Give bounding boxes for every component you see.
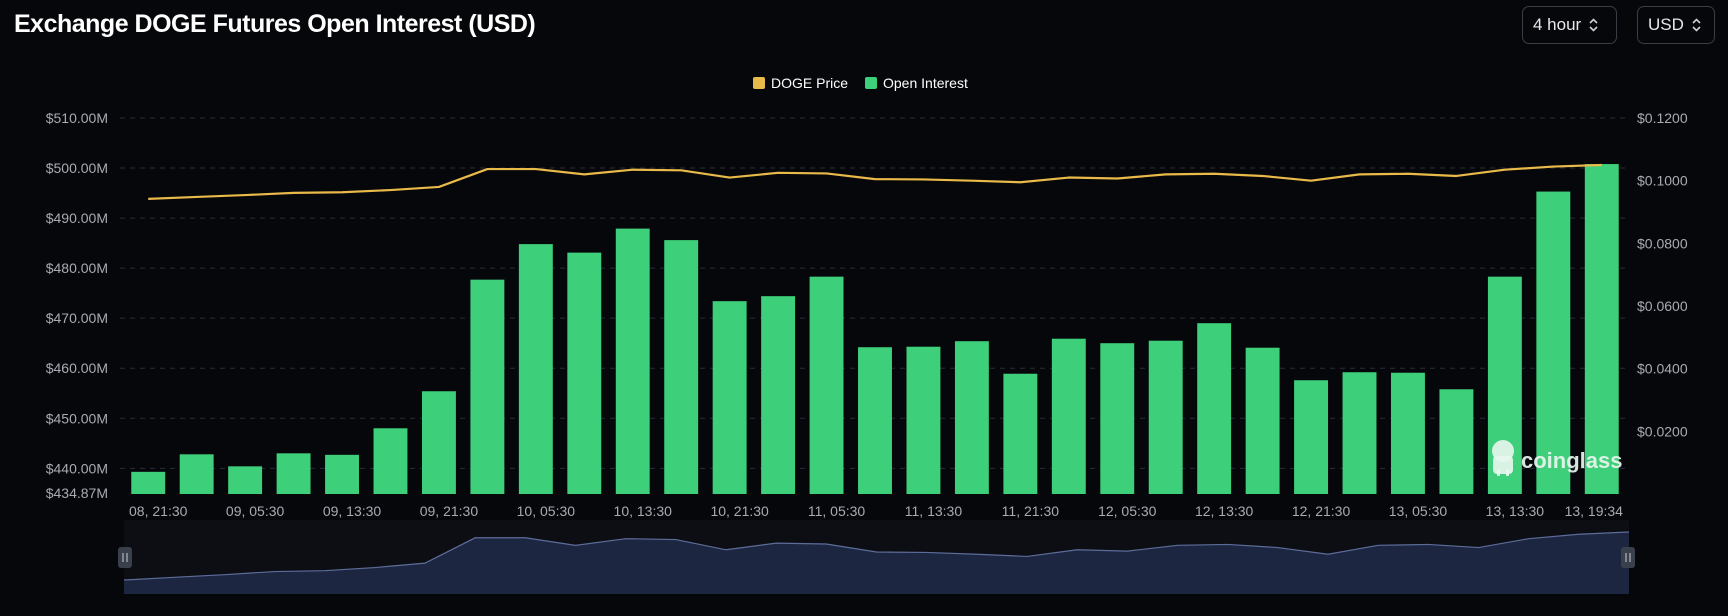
open-interest-bar[interactable] [1342,372,1377,494]
page-title: Exchange DOGE Futures Open Interest (USD… [14,10,536,38]
open-interest-bar[interactable] [567,252,602,494]
open-interest-bar[interactable] [1100,343,1135,494]
open-interest-bar[interactable] [761,296,796,494]
left-axis-tick-label: $460.00M [46,360,108,376]
open-interest-bar[interactable] [1197,323,1232,494]
open-interest-bar[interactable] [1439,389,1474,494]
open-interest-bar[interactable] [325,454,359,494]
legend-label-open-interest: Open Interest [883,75,968,91]
open-interest-bar[interactable] [712,301,747,494]
interval-select-value: 4 hour [1533,15,1582,34]
left-axis-tick-label: $480.00M [46,260,108,276]
open-interest-bar[interactable] [228,466,263,494]
open-interest-bar[interactable] [421,391,456,494]
open-interest-bar[interactable] [1536,191,1571,494]
open-interest-bars[interactable] [131,164,1619,495]
left-axis-tick-label: $450.00M [46,410,108,426]
coinglass-watermark: coinglass [1492,440,1622,476]
x-axis-tick-label: 10, 13:30 [614,503,673,519]
right-axis-tick-label: $0.0400 [1637,361,1688,377]
left-axis-tick-label: $470.00M [46,310,108,326]
open-interest-bar[interactable] [373,428,408,494]
left-axis-tick-label: $434.87M [46,485,108,501]
range-navigator[interactable] [118,520,1635,594]
x-axis-tick-label: 09, 13:30 [323,503,382,519]
open-interest-bar[interactable] [1148,340,1183,494]
navigator-series-area [124,532,1629,594]
open-interest-bar[interactable] [276,453,311,494]
open-interest-bar[interactable] [179,454,214,494]
x-axis: 08, 21:30 09, 05:30 09, 13:30 09, 21:30 10, … [129,503,1623,519]
open-interest-bar[interactable] [1245,347,1280,494]
left-y-axis: $434.87M $440.00M $450.00M $460.00M $470.00M… [46,110,108,501]
x-axis-tick-label: 11, 05:30 [808,503,866,519]
currency-select[interactable]: USD [1637,6,1715,44]
x-axis-tick-label: 09, 05:30 [226,503,285,519]
x-axis-tick-label: 12, 21:30 [1292,503,1351,519]
left-axis-tick-label: $510.00M [46,110,108,126]
x-axis-tick-label: 11, 21:30 [1002,503,1060,519]
open-interest-bar[interactable] [518,244,553,494]
legend-item-doge-price[interactable]: DOGE Price [753,75,848,91]
open-interest-bar[interactable] [858,347,892,494]
legend-swatch-open-interest [865,77,877,89]
open-interest-bar[interactable] [470,279,505,494]
currency-select-value: USD [1648,15,1684,34]
open-interest-bar[interactable] [131,471,166,494]
open-interest-bar[interactable] [615,228,650,494]
interval-select[interactable]: 4 hour [1522,6,1617,44]
x-axis-tick-label: 13, 13:30 [1486,503,1545,519]
right-axis-tick-label: $0.0800 [1637,235,1688,251]
open-interest-bar[interactable] [1003,373,1038,494]
price-line-layer [148,163,1602,200]
open-interest-bar[interactable] [1294,380,1329,494]
legend-swatch-price [753,77,765,89]
x-axis-tick-label: 13, 05:30 [1389,503,1448,519]
open-interest-bar[interactable] [664,240,699,494]
left-axis-tick-label: $500.00M [46,160,108,176]
watermark-text: coinglass [1521,448,1622,473]
x-axis-tick-label: 08, 21:30 [129,503,188,519]
open-interest-bar[interactable] [906,346,941,494]
left-axis-tick-label: $440.00M [46,460,108,476]
x-axis-tick-label: 09, 21:30 [420,503,479,519]
x-axis-tick-label: 12, 13:30 [1195,503,1254,519]
open-interest-bar[interactable] [954,341,989,494]
chevron-up-down-icon [1589,18,1598,32]
coinglass-logo-icon [1492,440,1514,476]
x-axis-tick-label: 10, 21:30 [710,503,769,519]
right-axis-tick-label: $0.1000 [1637,173,1688,189]
legend-label-price: DOGE Price [771,75,848,91]
x-axis-tick-label: 10, 05:30 [517,503,576,519]
x-axis-tick-label: 13, 19:34 [1565,503,1624,519]
right-axis-tick-label: $0.1200 [1637,110,1688,126]
navigator-left-handle[interactable] [118,547,132,568]
open-interest-bar[interactable] [1584,164,1619,495]
chevron-up-down-icon [1692,18,1701,32]
doge-price-line [148,163,1602,200]
navigator-right-handle[interactable] [1621,547,1635,568]
open-interest-bar[interactable] [809,276,844,494]
navigator-series-line [123,531,1630,581]
x-axis-tick-label: 11, 13:30 [905,503,963,519]
right-axis-tick-label: $0.0600 [1637,298,1688,314]
open-interest-bar[interactable] [1391,372,1425,494]
left-axis-tick-label: $490.00M [46,210,108,226]
x-axis-tick-label: 12, 05:30 [1098,503,1157,519]
open-interest-bar[interactable] [1051,338,1086,494]
right-y-axis: $0.0200 $0.0400 $0.0600 $0.0800 $0.1000 $0.12… [1637,110,1688,439]
right-axis-tick-label: $0.0200 [1637,423,1688,439]
legend: DOGE Price Open Interest [753,75,968,91]
legend-item-open-interest[interactable]: Open Interest [865,75,968,91]
